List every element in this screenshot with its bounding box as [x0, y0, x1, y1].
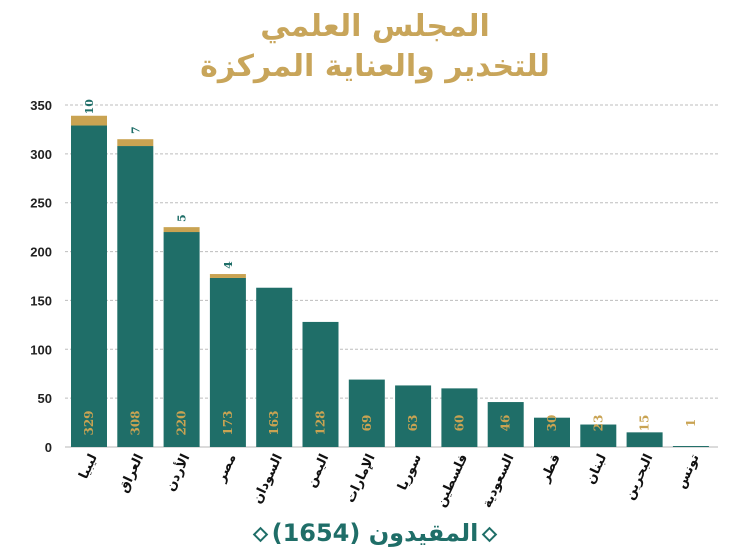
y-tick-label: 150 [30, 293, 52, 308]
bar-primary [256, 287, 293, 447]
data-label-primary: 128 [314, 410, 328, 435]
x-tick-label: مصر [213, 452, 239, 485]
data-label-primary: 163 [267, 410, 281, 435]
x-tick-label: الأردن [161, 451, 193, 494]
data-label-secondary: 10 [83, 99, 96, 115]
y-tick-label: 0 [45, 440, 52, 455]
bar-secondary [117, 139, 154, 147]
bar-primary [71, 125, 107, 448]
bar-secondary [71, 115, 107, 126]
diamond-icon [482, 526, 498, 542]
data-label-primary: 30 [545, 415, 559, 432]
bar-primary [626, 432, 663, 447]
chart-title: المجلس العلمي [260, 9, 490, 44]
data-label-secondary: 4 [222, 261, 235, 269]
data-label-primary: 23 [591, 415, 605, 432]
bar-primary [209, 277, 246, 447]
y-tick-label: 350 [30, 98, 52, 113]
bar-primary [117, 146, 154, 448]
bar-secondary [163, 227, 200, 233]
x-tick-label: البحرين [622, 452, 656, 502]
x-tick-label: السودان [250, 452, 286, 506]
data-label-primary: 15 [638, 415, 652, 432]
bar-primary [395, 385, 432, 447]
y-tick-label: 100 [30, 342, 52, 357]
data-label-primary: 220 [175, 410, 189, 435]
bar-primary [672, 446, 709, 447]
bar-primary [348, 379, 385, 447]
bar-secondary [209, 274, 246, 278]
x-axis-label-container: المقيدون (1654) [0, 518, 750, 548]
diamond-icon [252, 526, 268, 542]
x-axis-label: المقيدون (1654) [271, 519, 479, 547]
bar-primary [580, 424, 617, 447]
y-tick-label: 250 [30, 196, 52, 211]
x-tick-label: اليمن [304, 452, 332, 490]
bar-primary [487, 402, 524, 447]
x-tick-label: لبنان [583, 452, 610, 487]
data-label-secondary: 5 [176, 214, 189, 222]
data-label-primary: 173 [221, 410, 235, 435]
x-tick-label: تونس [674, 452, 703, 491]
x-tick-label: السعودية [480, 452, 518, 510]
bar-primary [534, 417, 570, 447]
x-tick-label: فلسطين [434, 452, 472, 510]
data-label-primary: 308 [128, 410, 142, 435]
x-tick-label: العراق [116, 452, 147, 495]
y-tick-label: 50 [38, 391, 52, 406]
x-tick-label: سوريا [395, 452, 425, 493]
data-label-primary: 60 [452, 415, 466, 432]
data-label-primary: 63 [406, 415, 420, 432]
data-label-primary: 1 [684, 419, 698, 427]
data-label-primary: 329 [82, 410, 96, 435]
chart-subtitle: للتخدير والعناية المركزة [200, 49, 550, 84]
x-tick-label: الإمارات [343, 452, 379, 506]
y-tick-label: 200 [30, 245, 52, 260]
data-label-secondary: 7 [129, 126, 142, 134]
data-label-primary: 69 [360, 415, 374, 432]
y-tick-label: 300 [30, 147, 52, 162]
x-tick-label: ليبيا [76, 452, 100, 482]
bar-primary [302, 321, 339, 447]
x-tick-label: قطر [537, 452, 563, 486]
data-label-primary: 46 [499, 415, 513, 432]
bar-primary [163, 232, 200, 447]
bar-primary [441, 388, 478, 447]
